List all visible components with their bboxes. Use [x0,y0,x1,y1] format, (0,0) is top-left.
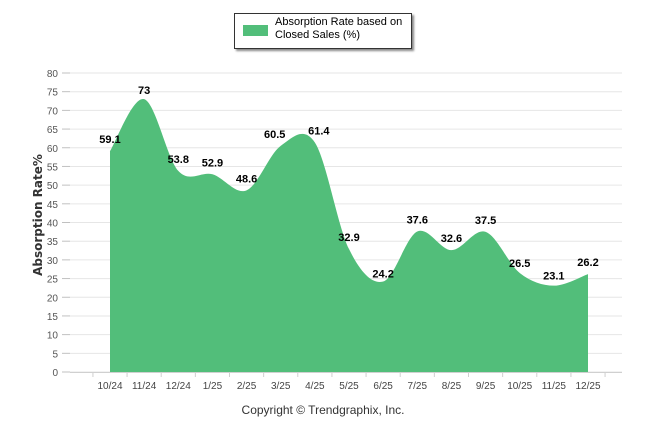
y-tick-label: 0 [52,368,58,379]
y-tick-label: 25 [47,275,59,286]
y-tick-label: 75 [47,88,59,99]
copyright-text: Copyright © Trendgraphix, Inc. [241,403,405,417]
x-tick-label: 3/25 [271,381,291,392]
y-axis-title: Absorption Rate% [31,154,45,276]
y-tick-label: 60 [47,144,59,155]
legend-label-line-2: Closed Sales (%) [275,29,360,41]
series-area [109,98,589,372]
x-tick-label: 12/24 [166,381,191,392]
data-label: 60.5 [264,129,285,141]
y-tick-label: 35 [47,237,59,248]
data-labels: 59.1 73 53.8 52.9 48.6 60.5 61.4 32.9 24.2 37.6 32… [99,85,598,283]
y-axis-ticks: 0 5 10 15 20 25 30 35 40 45 50 55 60 65 70 75 80 [47,69,70,379]
data-label: 32.9 [338,232,359,244]
x-tick-label: 8/25 [442,381,462,392]
x-tick-label: 1/25 [203,381,223,392]
area-fill [110,98,588,372]
y-tick-label: 30 [47,256,59,267]
y-tick-label: 80 [47,69,59,80]
x-axis: 10/24 11/24 12/24 1/25 2/25 3/25 4/25 5/25 6/25 7… [70,372,622,392]
y-tick-label: 40 [47,219,59,230]
x-tick-label: 6/25 [373,381,393,392]
data-label: 23.1 [543,271,564,283]
y-tick-label: 10 [47,331,59,342]
y-tick-label: 65 [47,125,59,136]
y-tick-label: 5 [52,349,58,360]
data-label: 32.6 [441,233,462,245]
legend-label-line-1: Absorption Rate based on [275,16,403,28]
data-label: 48.6 [236,173,257,185]
y-tick-label: 20 [47,293,59,304]
data-label: 26.5 [509,258,530,270]
x-tick-label: 5/25 [339,381,359,392]
x-tick-label: 2/25 [237,381,257,392]
legend-label: Absorption Rate based on Closed Sales (%… [275,16,402,42]
x-tick-label: 7/25 [408,381,428,392]
data-label: 37.5 [475,215,496,227]
data-label: 73 [138,85,150,97]
data-label: 61.4 [308,126,330,138]
data-label: 53.8 [168,154,189,166]
data-label: 37.6 [407,214,428,226]
legend-swatch [243,25,268,36]
x-tick-label: 9/25 [476,381,496,392]
y-tick-label: 50 [47,181,59,192]
data-label: 24.2 [372,269,393,281]
x-tick-label: 11/24 [132,381,157,392]
y-tick-label: 70 [47,106,59,117]
x-tick-label: 10/25 [507,381,532,392]
legend: Absorption Rate based on Closed Sales (%… [234,13,412,49]
data-label: 59.1 [99,134,120,146]
x-tick-label: 10/24 [97,381,122,392]
x-tick-label: 12/25 [575,381,600,392]
y-tick-label: 15 [47,312,59,323]
data-label: 26.2 [577,257,598,269]
y-tick-label: 55 [47,162,59,173]
data-label: 52.9 [202,157,223,169]
x-tick-label: 4/25 [305,381,325,392]
y-tick-label: 45 [47,200,59,211]
x-tick-label: 11/25 [542,381,567,392]
